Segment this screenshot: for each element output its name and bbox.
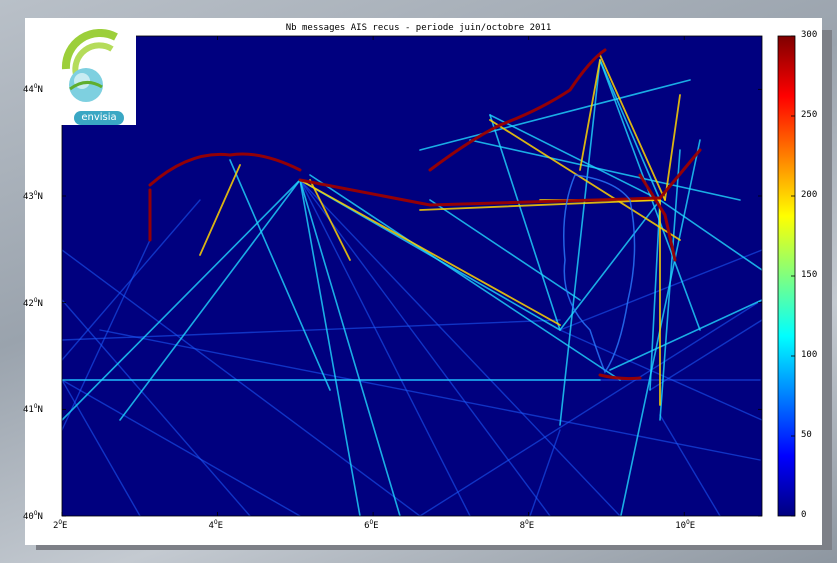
- shipping-lane: [229, 159, 331, 391]
- shipping-lane: [599, 59, 661, 201]
- shipping-lane: [99, 329, 761, 461]
- y-tick-label: 43ON: [23, 190, 43, 202]
- shipping-lane: [659, 149, 681, 421]
- shipping-lane: [299, 179, 361, 516]
- shipping-lane: [419, 299, 762, 516]
- high-density-lane: [428, 48, 607, 172]
- busy-lane: [199, 164, 241, 256]
- shipping-lane: [62, 299, 251, 516]
- shipping-lane: [62, 199, 201, 361]
- shipping-lane: [649, 319, 762, 391]
- shipping-lane: [559, 59, 601, 426]
- high-density-lane: [658, 148, 702, 200]
- colorbar-tick-label: 300: [801, 30, 818, 40]
- island-outline: [563, 174, 636, 374]
- high-density-lane: [638, 173, 677, 262]
- busy-lane: [299, 179, 561, 326]
- shipping-lane: [609, 299, 762, 371]
- x-tick-label: 8OE: [519, 519, 535, 531]
- shipping-lane: [429, 199, 581, 301]
- y-tick-label: 42ON: [23, 296, 43, 309]
- shipping-lane: [62, 379, 141, 516]
- shipping-lane: [659, 414, 721, 516]
- shipping-lane: [529, 429, 561, 516]
- busy-lane: [579, 59, 601, 171]
- shipping-lane: [299, 179, 401, 516]
- shipping-lane: [559, 199, 661, 331]
- chart-title: Nb messages AIS recus - periode juin/oct…: [285, 23, 552, 33]
- map-frame: [61, 35, 763, 517]
- colorbar-tick-label: 200: [801, 190, 818, 200]
- shipping-lane: [559, 249, 762, 331]
- shipping-lane: [419, 79, 691, 151]
- busy-lane: [309, 179, 351, 261]
- high-density-lane: [598, 373, 642, 381]
- shipping-lane: [489, 114, 661, 201]
- high-density-lane: [148, 152, 302, 187]
- shipping-lane: [62, 239, 151, 431]
- globe-icon: [61, 29, 118, 102]
- x-tick-label: 6OE: [364, 519, 379, 531]
- colorbar-tick-label: 100: [801, 350, 818, 360]
- y-tick-label: 41ON: [23, 403, 43, 416]
- shipping-lane: [469, 139, 741, 201]
- shipping-lane: [299, 179, 471, 516]
- colorbar-tick-label: 250: [801, 110, 818, 120]
- logo-text: envisia: [74, 111, 124, 125]
- busy-lane: [419, 199, 661, 211]
- shipping-lane: [599, 59, 701, 331]
- colorbar-tick-label: 50: [801, 430, 812, 440]
- shipping-lane: [659, 199, 762, 271]
- x-tick-label: 10OE: [675, 519, 696, 531]
- busy-lane: [664, 94, 681, 201]
- shipping-lane: [489, 114, 561, 331]
- shipping-lane: [62, 249, 421, 516]
- x-tick-label: 4OE: [208, 519, 224, 531]
- busy-lane: [489, 119, 681, 241]
- envisia-logo: [56, 29, 136, 125]
- sea-background: [62, 36, 762, 516]
- shipping-lane: [309, 174, 621, 381]
- shipping-lane: [649, 199, 661, 391]
- high-density-lane: [298, 178, 662, 207]
- busy-lane: [599, 54, 666, 201]
- x-tick-label: 2OE: [53, 519, 68, 531]
- shipping-lane: [559, 329, 762, 421]
- shipping-routes: [62, 48, 762, 516]
- shipping-lane: [299, 179, 621, 516]
- colorbar-tick-label: 0: [801, 510, 807, 520]
- colorbar-tick-label: 150: [801, 270, 818, 280]
- shipping-lane: [62, 379, 301, 516]
- y-tick-label: 44ON: [23, 83, 43, 96]
- y-tick-label: 40ON: [23, 510, 43, 522]
